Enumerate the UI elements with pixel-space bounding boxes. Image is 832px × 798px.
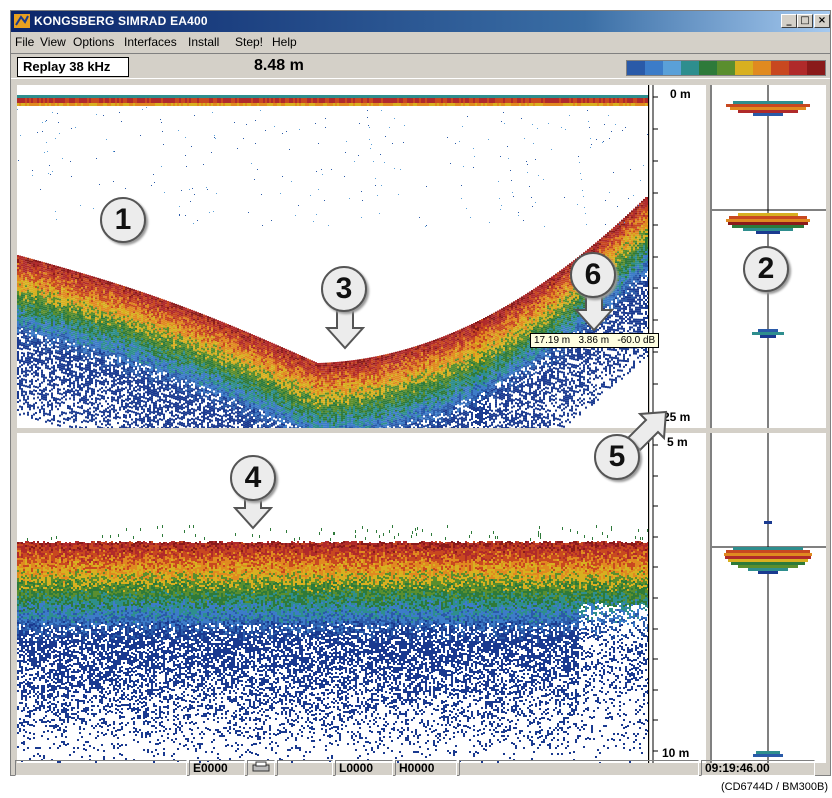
- palette-swatch: [807, 61, 825, 75]
- toolbar: Replay 38 kHz 8.48 m: [11, 53, 830, 79]
- scale-top-end: 25 m: [663, 410, 690, 424]
- menu-install[interactable]: Install: [188, 35, 219, 49]
- palette-swatch: [681, 61, 699, 75]
- status-h-field: H0000: [395, 760, 457, 776]
- status-l-field: L0000: [335, 760, 393, 776]
- histogram-bottom-canvas: [712, 433, 826, 763]
- menu-help[interactable]: Help: [272, 35, 297, 49]
- scale-top-start: 0 m: [670, 87, 691, 101]
- maximize-button[interactable]: □: [797, 14, 813, 28]
- palette-swatch: [699, 61, 717, 75]
- histogram-top-canvas: [712, 85, 826, 428]
- depth-scale-bottom: 5 m 10 m: [650, 433, 706, 763]
- palette-swatch: [627, 61, 645, 75]
- callout-2: 2: [743, 246, 789, 292]
- histogram-top: [710, 85, 826, 428]
- callout-4: 4: [230, 455, 276, 501]
- app-icon: [14, 14, 30, 28]
- status-empty-2: [277, 760, 333, 776]
- close-button[interactable]: ×: [814, 14, 830, 28]
- menu-interfaces[interactable]: Interfaces: [124, 35, 177, 49]
- callout-3-arrow: [325, 308, 365, 350]
- status-empty-3: [459, 760, 699, 776]
- palette-swatch: [663, 61, 681, 75]
- status-e-field: E0000: [189, 760, 245, 776]
- palette-swatch: [645, 61, 663, 75]
- callout-1: 1: [100, 197, 146, 243]
- menu-file[interactable]: File: [15, 35, 34, 49]
- depth-scale-bottom-ticks: [652, 433, 658, 763]
- callout-6: 6: [570, 252, 616, 298]
- palette-swatch: [753, 61, 771, 75]
- mode-indicator[interactable]: Replay 38 kHz: [17, 57, 129, 77]
- menu-options[interactable]: Options: [73, 35, 114, 49]
- status-printer[interactable]: [247, 760, 275, 776]
- main-window: KONGSBERG SIMRAD EA400 _ □ × File View O…: [10, 10, 831, 776]
- menu-view[interactable]: View: [40, 35, 66, 49]
- depth-scale-top-ticks: [652, 85, 658, 428]
- palette-swatch: [771, 61, 789, 75]
- menu-step[interactable]: Step!: [235, 35, 263, 49]
- menu-bar: File View Options Interfaces Install Ste…: [11, 32, 830, 52]
- callout-3: 3: [321, 266, 367, 312]
- depth-scale-top: 0 m 25 m: [650, 85, 706, 428]
- status-bar: E0000 L0000 H0000 09:19:46.00: [11, 759, 830, 776]
- window-title: KONGSBERG SIMRAD EA400: [34, 14, 208, 28]
- callout-5: 5: [594, 434, 640, 480]
- palette-swatch: [735, 61, 753, 75]
- echogram-bottom[interactable]: [17, 433, 649, 763]
- callout-5-arrow: [626, 410, 668, 452]
- status-time: 09:19:46.00: [701, 760, 815, 776]
- scale-bottom-end: 10 m: [662, 746, 689, 760]
- figure-caption: (CD6744D / BM300B): [721, 781, 828, 793]
- title-bar[interactable]: KONGSBERG SIMRAD EA400 _ □ ×: [11, 11, 830, 32]
- echogram-top-canvas: [17, 95, 648, 428]
- histogram-bottom: [710, 433, 826, 763]
- printer-icon: [252, 761, 270, 772]
- palette-swatch: [789, 61, 807, 75]
- status-empty-1: [15, 760, 187, 776]
- echogram-top[interactable]: [17, 85, 649, 428]
- echogram-bottom-canvas: [17, 525, 648, 763]
- cursor-tooltip: 17.19 m 3.86 m -60.0 dB: [530, 333, 660, 348]
- palette-swatch: [717, 61, 735, 75]
- color-palette[interactable]: [626, 60, 826, 76]
- minimize-button[interactable]: _: [781, 14, 797, 28]
- depth-readout: 8.48 m: [254, 57, 304, 75]
- scale-bottom-start: 5 m: [667, 435, 688, 449]
